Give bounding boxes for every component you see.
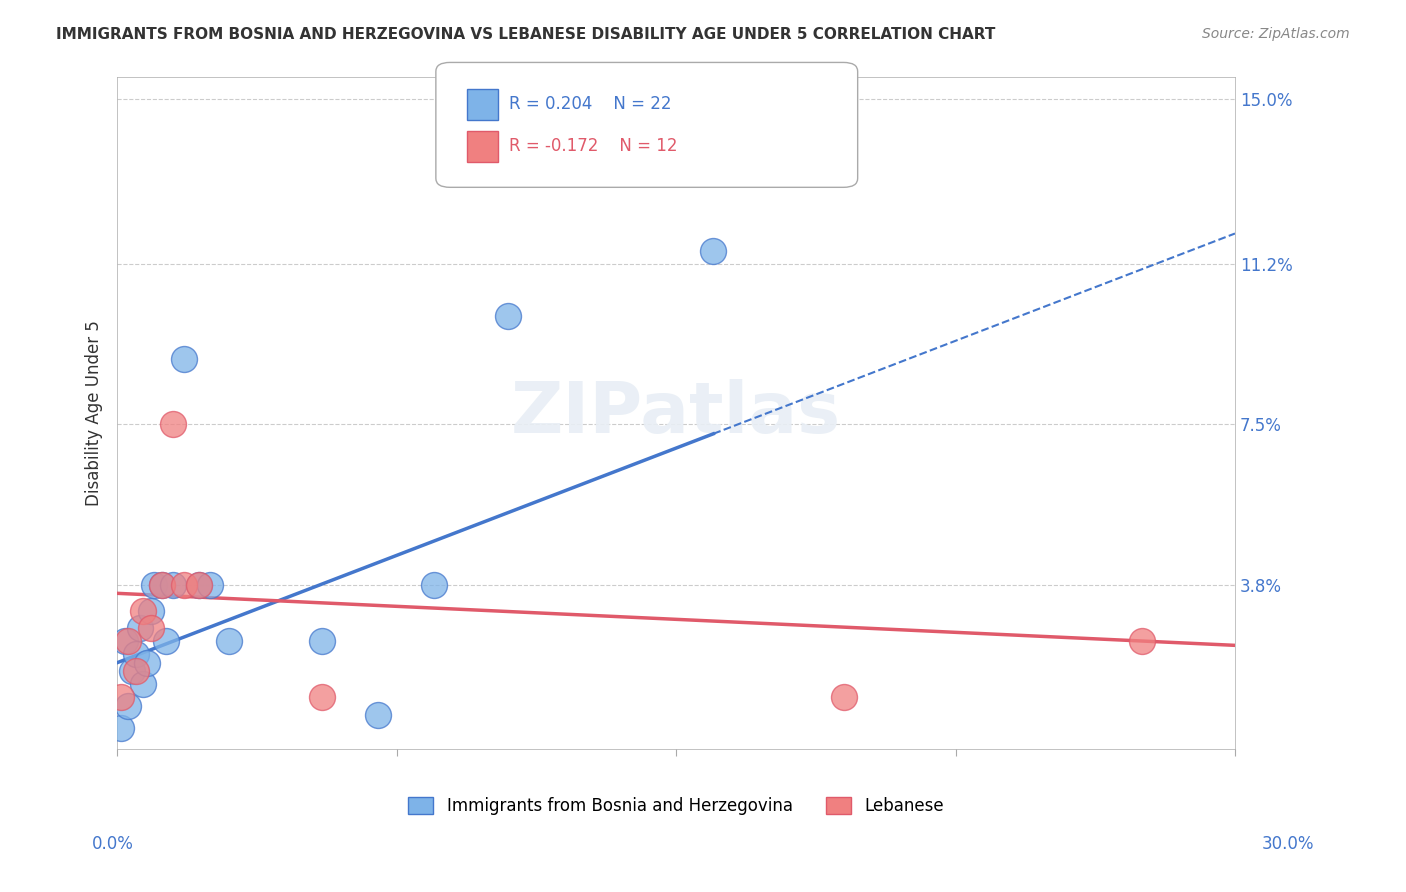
Point	[832, 690, 855, 705]
Point	[132, 677, 155, 691]
Point	[162, 577, 184, 591]
Point	[143, 577, 166, 591]
Point	[117, 634, 139, 648]
Point	[702, 244, 724, 258]
Legend: Immigrants from Bosnia and Herzegovina, Lebanese: Immigrants from Bosnia and Herzegovina, …	[402, 790, 950, 822]
Point	[125, 647, 148, 661]
Point	[139, 604, 162, 618]
Point	[114, 634, 136, 648]
Point	[110, 690, 132, 705]
Point	[139, 621, 162, 635]
Point	[311, 690, 333, 705]
Point	[132, 604, 155, 618]
Text: R = 0.204    N = 22: R = 0.204 N = 22	[509, 95, 672, 113]
Point	[121, 665, 143, 679]
Point	[162, 417, 184, 432]
Point	[218, 634, 240, 648]
Text: Source: ZipAtlas.com: Source: ZipAtlas.com	[1202, 27, 1350, 41]
Point	[423, 577, 446, 591]
Point	[150, 577, 173, 591]
Text: IMMIGRANTS FROM BOSNIA AND HERZEGOVINA VS LEBANESE DISABILITY AGE UNDER 5 CORREL: IMMIGRANTS FROM BOSNIA AND HERZEGOVINA V…	[56, 27, 995, 42]
Point	[367, 707, 389, 722]
Point	[128, 621, 150, 635]
Point	[117, 699, 139, 714]
Point	[173, 352, 195, 367]
Point	[311, 634, 333, 648]
Point	[188, 577, 211, 591]
Point	[188, 577, 211, 591]
Point	[125, 665, 148, 679]
Point	[110, 721, 132, 735]
Point	[1130, 634, 1153, 648]
Text: ZIPatlas: ZIPatlas	[510, 379, 841, 448]
Point	[173, 577, 195, 591]
Point	[200, 577, 222, 591]
Y-axis label: Disability Age Under 5: Disability Age Under 5	[86, 320, 103, 507]
Text: 30.0%: 30.0%	[1263, 835, 1315, 853]
Point	[136, 656, 159, 670]
Text: R = -0.172    N = 12: R = -0.172 N = 12	[509, 137, 678, 155]
Point	[150, 577, 173, 591]
Point	[498, 309, 520, 323]
Point	[155, 634, 177, 648]
Text: 0.0%: 0.0%	[91, 835, 134, 853]
